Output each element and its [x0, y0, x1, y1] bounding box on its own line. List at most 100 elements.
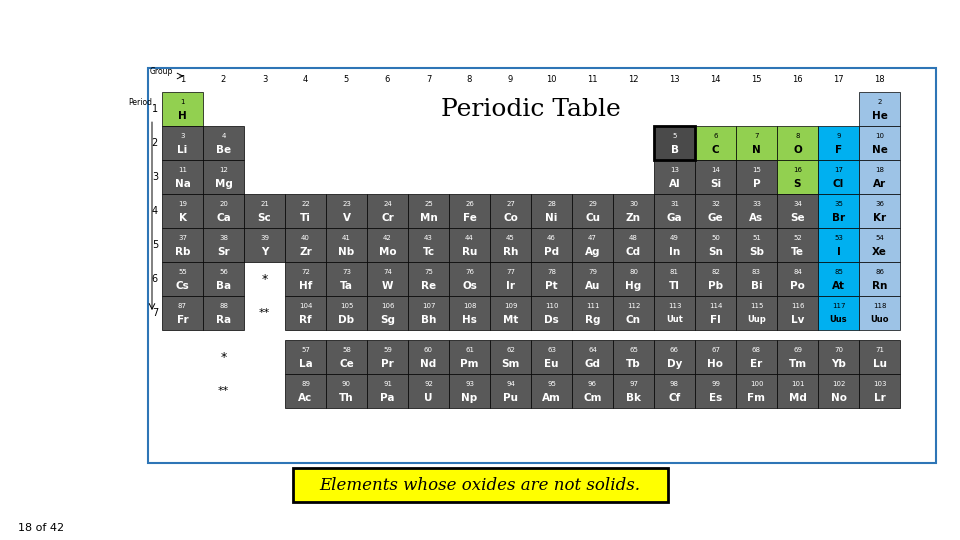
Text: 39: 39 [260, 235, 269, 241]
Text: 67: 67 [711, 347, 720, 353]
Text: Dy: Dy [667, 359, 683, 369]
Text: Cd: Cd [626, 247, 641, 257]
Text: 88: 88 [219, 303, 228, 309]
Text: Ar: Ar [873, 179, 886, 189]
Text: Pu: Pu [503, 393, 518, 403]
Text: Cm: Cm [584, 393, 602, 403]
Bar [326, 340, 367, 374]
Bar [367, 194, 408, 228]
Bar [244, 228, 285, 262]
Text: Re: Re [420, 281, 436, 291]
Text: 51: 51 [752, 235, 761, 241]
Bar [572, 296, 613, 330]
Text: P: P [753, 179, 760, 189]
Text: 4: 4 [152, 206, 158, 216]
Text: Cr: Cr [381, 213, 394, 223]
Text: 17: 17 [834, 167, 843, 173]
Text: Ni: Ni [545, 213, 558, 223]
Bar [654, 160, 695, 194]
Text: 44: 44 [466, 235, 474, 241]
Text: Ds: Ds [544, 315, 559, 325]
Text: 72: 72 [301, 269, 310, 275]
Text: 66: 66 [670, 347, 679, 353]
Text: Periodic Table: Periodic Table [442, 98, 621, 120]
Text: 29: 29 [588, 201, 597, 207]
Text: Lv: Lv [791, 315, 804, 325]
Bar [695, 296, 736, 330]
Text: Sb: Sb [749, 247, 764, 257]
Text: 34: 34 [793, 201, 802, 207]
Text: As: As [750, 213, 763, 223]
Text: 79: 79 [588, 269, 597, 275]
Text: 97: 97 [629, 381, 638, 387]
Text: No: No [830, 393, 847, 403]
Text: 23: 23 [342, 201, 351, 207]
Bar [162, 194, 203, 228]
Text: 18 of 42: 18 of 42 [18, 523, 64, 533]
Bar [408, 228, 449, 262]
Text: 2: 2 [877, 99, 881, 105]
Bar [859, 340, 900, 374]
Text: Db: Db [339, 315, 354, 325]
Text: Ho: Ho [708, 359, 724, 369]
Text: 115: 115 [750, 303, 763, 309]
Bar [613, 340, 654, 374]
Text: 52: 52 [793, 235, 802, 241]
Bar [244, 194, 285, 228]
Bar [408, 374, 449, 408]
Text: V: V [343, 213, 350, 223]
Bar [408, 194, 449, 228]
Text: Rf: Rf [300, 315, 312, 325]
Bar [736, 262, 777, 296]
Text: 13: 13 [670, 167, 679, 173]
Text: 54: 54 [876, 235, 884, 241]
Text: N: N [752, 145, 761, 155]
Text: 53: 53 [834, 235, 843, 241]
Bar [162, 262, 203, 296]
Text: Ac: Ac [299, 393, 313, 403]
Text: 2: 2 [152, 138, 158, 148]
Bar [818, 194, 859, 228]
Bar [490, 262, 531, 296]
Text: 98: 98 [670, 381, 679, 387]
Bar [818, 160, 859, 194]
Bar [203, 228, 244, 262]
Text: 71: 71 [875, 347, 884, 353]
Text: 6: 6 [713, 133, 718, 139]
Bar [449, 228, 490, 262]
Text: Cf: Cf [668, 393, 681, 403]
Bar [818, 296, 859, 330]
Text: 12: 12 [219, 167, 228, 173]
Bar [285, 228, 326, 262]
Bar [613, 296, 654, 330]
Text: Mn: Mn [420, 213, 438, 223]
Text: Xe: Xe [872, 247, 887, 257]
Text: Te: Te [791, 247, 804, 257]
Text: Uuo: Uuo [871, 315, 889, 325]
Bar [654, 194, 695, 228]
Text: Tc: Tc [422, 247, 435, 257]
Bar [408, 340, 449, 374]
Bar [818, 126, 859, 160]
Text: 33: 33 [752, 201, 761, 207]
Bar [654, 262, 695, 296]
Text: 112: 112 [627, 303, 640, 309]
Text: Ca: Ca [216, 213, 230, 223]
Text: Y: Y [261, 247, 268, 257]
Text: 57: 57 [301, 347, 310, 353]
Text: 3: 3 [180, 133, 184, 139]
Text: 20: 20 [219, 201, 228, 207]
Bar [449, 374, 490, 408]
Text: Zn: Zn [626, 213, 641, 223]
Bar [449, 262, 490, 296]
Text: 64: 64 [588, 347, 597, 353]
Text: 106: 106 [381, 303, 395, 309]
Text: F: F [835, 145, 842, 155]
Text: Uut: Uut [666, 315, 683, 325]
Text: Fl: Fl [710, 315, 721, 325]
Bar [490, 340, 531, 374]
Text: 58: 58 [342, 347, 351, 353]
Text: Co: Co [503, 213, 518, 223]
Text: Am: Am [542, 393, 561, 403]
Text: Cn: Cn [626, 315, 641, 325]
